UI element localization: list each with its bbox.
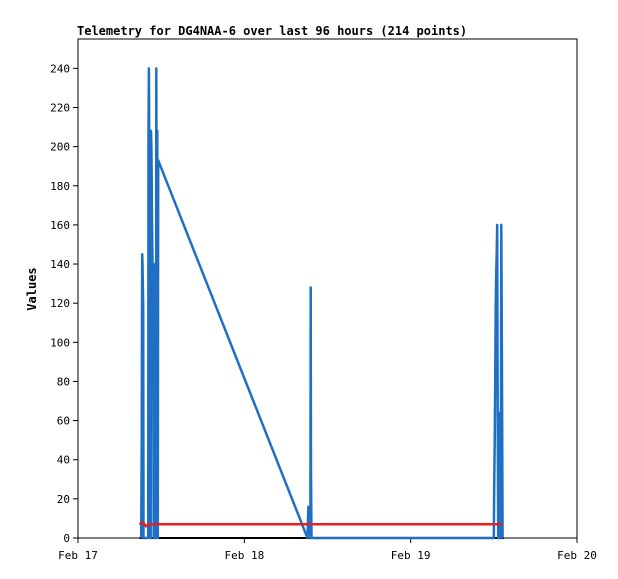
y-tick-label: 120	[50, 297, 70, 310]
y-tick-label: 160	[50, 219, 70, 232]
y-tick-label: 60	[57, 415, 70, 428]
y-tick-label: 100	[50, 336, 70, 349]
y-tick-label: 80	[57, 375, 70, 388]
series-line-2	[138, 521, 503, 528]
series-line-1	[139, 67, 504, 540]
y-tick-label: 0	[63, 532, 70, 545]
y-axis: 0 20 40 60 80 100 120 140 160 180 200 220 240	[50, 62, 78, 545]
x-axis: Feb 17 Feb 18 Feb 19 Feb 20	[58, 538, 597, 562]
x-tick-label: Feb 19	[391, 549, 431, 562]
x-tick-label: Feb 17	[58, 549, 98, 562]
y-tick-label: 180	[50, 180, 70, 193]
y-axis-label: Values	[25, 267, 39, 310]
y-tick-label: 20	[57, 493, 70, 506]
y-tick-label: 220	[50, 101, 70, 114]
y-tick-label: 40	[57, 454, 70, 467]
series-layer	[138, 67, 504, 540]
y-tick-label: 240	[50, 62, 70, 75]
y-tick-label: 140	[50, 258, 70, 271]
chart-title: Telemetry for DG4NAA-6 over last 96 hour…	[77, 24, 467, 38]
x-tick-label: Feb 18	[224, 549, 264, 562]
x-tick-label: Feb 20	[557, 549, 597, 562]
y-tick-label: 200	[50, 141, 70, 154]
